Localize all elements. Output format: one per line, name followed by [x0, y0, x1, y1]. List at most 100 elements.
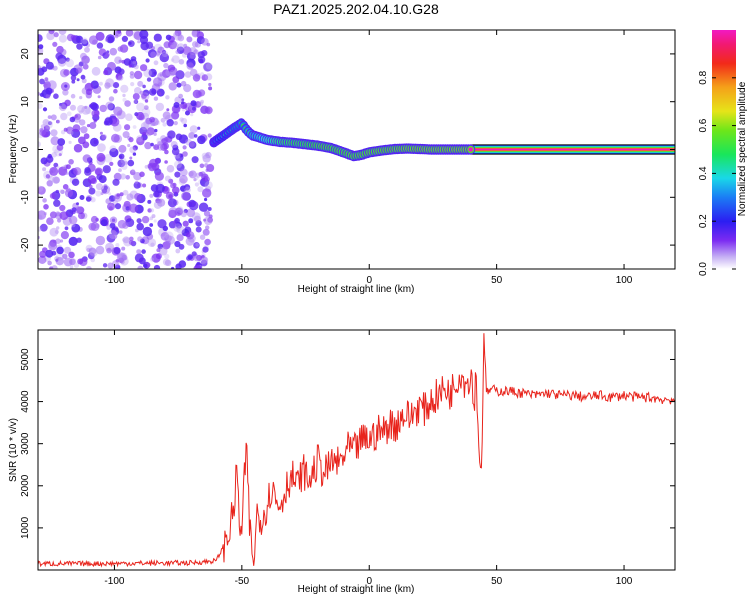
noise-blob [110, 117, 120, 127]
noise-blob [115, 73, 123, 81]
noise-blob [149, 208, 155, 213]
noise-blob [128, 240, 134, 245]
noise-blob [190, 68, 198, 77]
figure-title: PAZ1.2025.202.04.10.G28 [273, 1, 439, 17]
noise-blob [204, 163, 209, 168]
noise-blob [107, 202, 115, 211]
noise-blob [111, 229, 116, 234]
noise-blob [49, 193, 56, 199]
noise-blob [85, 107, 92, 115]
noise-blob [143, 68, 152, 78]
noise-blob [149, 193, 154, 198]
noise-blob [169, 69, 176, 77]
noise-blob [87, 175, 97, 184]
noise-blob [121, 35, 128, 43]
colorbar-tick-label: 0.6 [698, 118, 709, 132]
noise-blob [139, 171, 145, 178]
noise-blob [188, 132, 195, 139]
noise-blob [64, 84, 68, 88]
noise-blob [153, 219, 157, 223]
noise-blob [164, 259, 172, 266]
x-tick-label: 50 [491, 275, 503, 286]
noise-blob [118, 112, 122, 116]
noise-blob [134, 253, 144, 263]
noise-blob [56, 119, 61, 124]
noise-blob [136, 102, 145, 112]
noise-blob [141, 215, 150, 224]
noise-blob [118, 68, 125, 75]
noise-blob [128, 137, 134, 143]
noise-blob [118, 59, 122, 63]
noise-blob [130, 82, 135, 87]
noise-blob [174, 30, 182, 37]
noise-blob [197, 135, 206, 145]
noise-blob [47, 260, 52, 266]
noise-blob [54, 229, 60, 234]
noise-blob [90, 215, 99, 224]
noise-blob [58, 30, 67, 35]
noise-blob [185, 232, 191, 238]
noise-blob [45, 87, 53, 95]
noise-blob [62, 165, 67, 170]
noise-blob [162, 258, 170, 266]
noise-blob [166, 119, 174, 127]
noise-blob [38, 34, 43, 42]
noise-blob [109, 222, 116, 229]
noise-blob [51, 265, 58, 269]
noise-blob [59, 103, 67, 112]
noise-blob [120, 84, 129, 93]
noise-blob [84, 106, 88, 109]
noise-blob [39, 250, 47, 258]
noise-blob [83, 133, 90, 140]
noise-blob [204, 176, 210, 182]
noise-blob [177, 34, 185, 42]
noise-blob [107, 262, 114, 269]
noise-blob [151, 214, 156, 219]
noise-blob [117, 46, 124, 52]
noise-blob [121, 246, 126, 251]
noise-blob [141, 93, 147, 99]
noise-blob [155, 183, 165, 194]
noise-blob [179, 117, 184, 122]
noise-blob [142, 183, 147, 188]
noise-blob [194, 215, 201, 223]
noise-blob [201, 256, 209, 264]
noise-blob [172, 144, 179, 151]
noise-blob [86, 266, 92, 269]
noise-blob [99, 81, 103, 86]
noise-blob [125, 30, 134, 37]
noise-blob [175, 133, 183, 141]
noise-blob [111, 133, 120, 143]
noise-blob [131, 168, 135, 173]
noise-blob [180, 168, 188, 177]
noise-blob [182, 145, 187, 150]
noise-blob [46, 217, 54, 225]
noise-blob [175, 248, 181, 254]
noise-blob [165, 34, 172, 41]
noise-blob [102, 263, 108, 268]
noise-blob [108, 192, 112, 196]
noise-blob [46, 155, 54, 163]
noise-blob [204, 197, 208, 202]
noise-blob [161, 51, 169, 58]
noise-blob [177, 43, 185, 51]
noise-blob [157, 91, 162, 96]
noise-blob [112, 178, 120, 186]
noise-blob [176, 234, 184, 242]
noise-blob [51, 151, 57, 158]
noise-blob [133, 181, 141, 189]
noise-blob [186, 62, 194, 70]
noise-blob [104, 84, 110, 90]
colorbar-tick-label: 0.4 [698, 166, 709, 180]
noise-blob [49, 121, 53, 125]
noise-blob [134, 193, 142, 201]
noise-blob [204, 106, 213, 115]
noise-blob [97, 95, 101, 99]
noise-blob [69, 215, 78, 225]
noise-blob [38, 210, 47, 220]
noise-blob [69, 116, 76, 123]
noise-blob [180, 117, 188, 125]
noise-blob [205, 168, 209, 172]
noise-blob [38, 44, 44, 50]
